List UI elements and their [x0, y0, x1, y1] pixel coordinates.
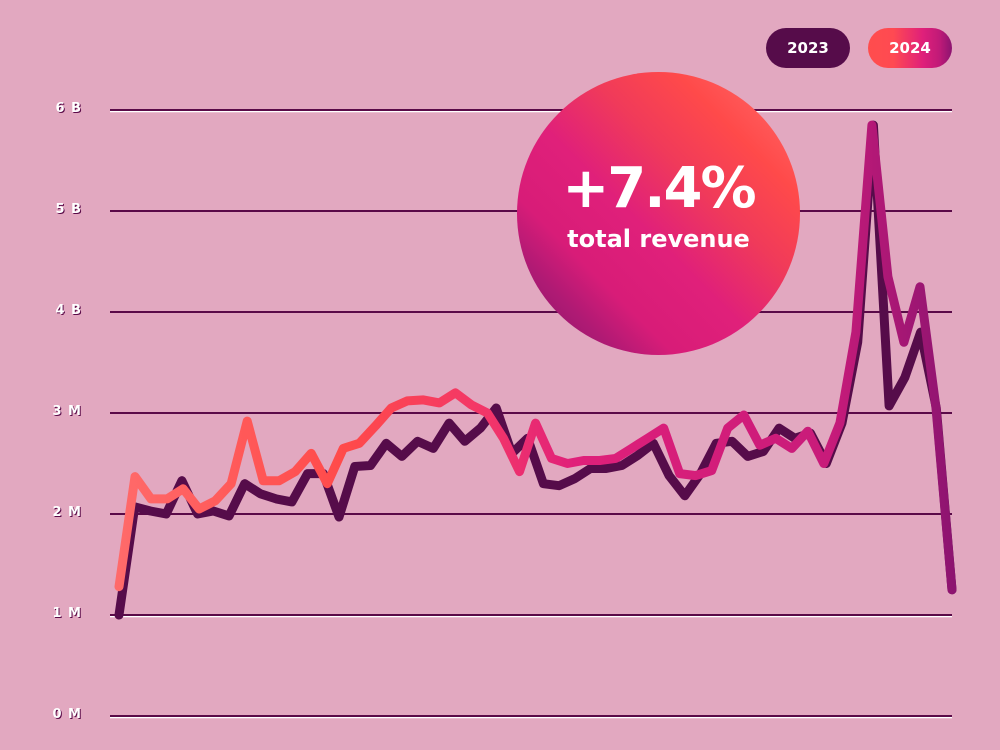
legend-toggle-2023[interactable]: 2023 [766, 28, 850, 68]
series-line-2024 [114, 120, 957, 595]
legend: 2023 2024 [766, 28, 952, 68]
y-tick-label: 0 M [52, 707, 82, 722]
y-tick-label: 4 B [55, 303, 82, 318]
y-tick-label: 5 B [55, 202, 82, 217]
growth-caption: total revenue [567, 224, 750, 253]
y-tick-label: 1 M [52, 606, 82, 621]
y-tick-label: 2 M [52, 505, 82, 520]
growth-percentage: +7.4% [562, 155, 756, 221]
legend-toggle-2024[interactable]: 2024 [868, 28, 952, 68]
total-revenue-badge: +7.4% total revenue [517, 72, 800, 355]
y-tick-label: 3 M [52, 404, 82, 419]
gridlines [110, 109, 952, 719]
y-tick-label: 6 B [55, 101, 82, 116]
